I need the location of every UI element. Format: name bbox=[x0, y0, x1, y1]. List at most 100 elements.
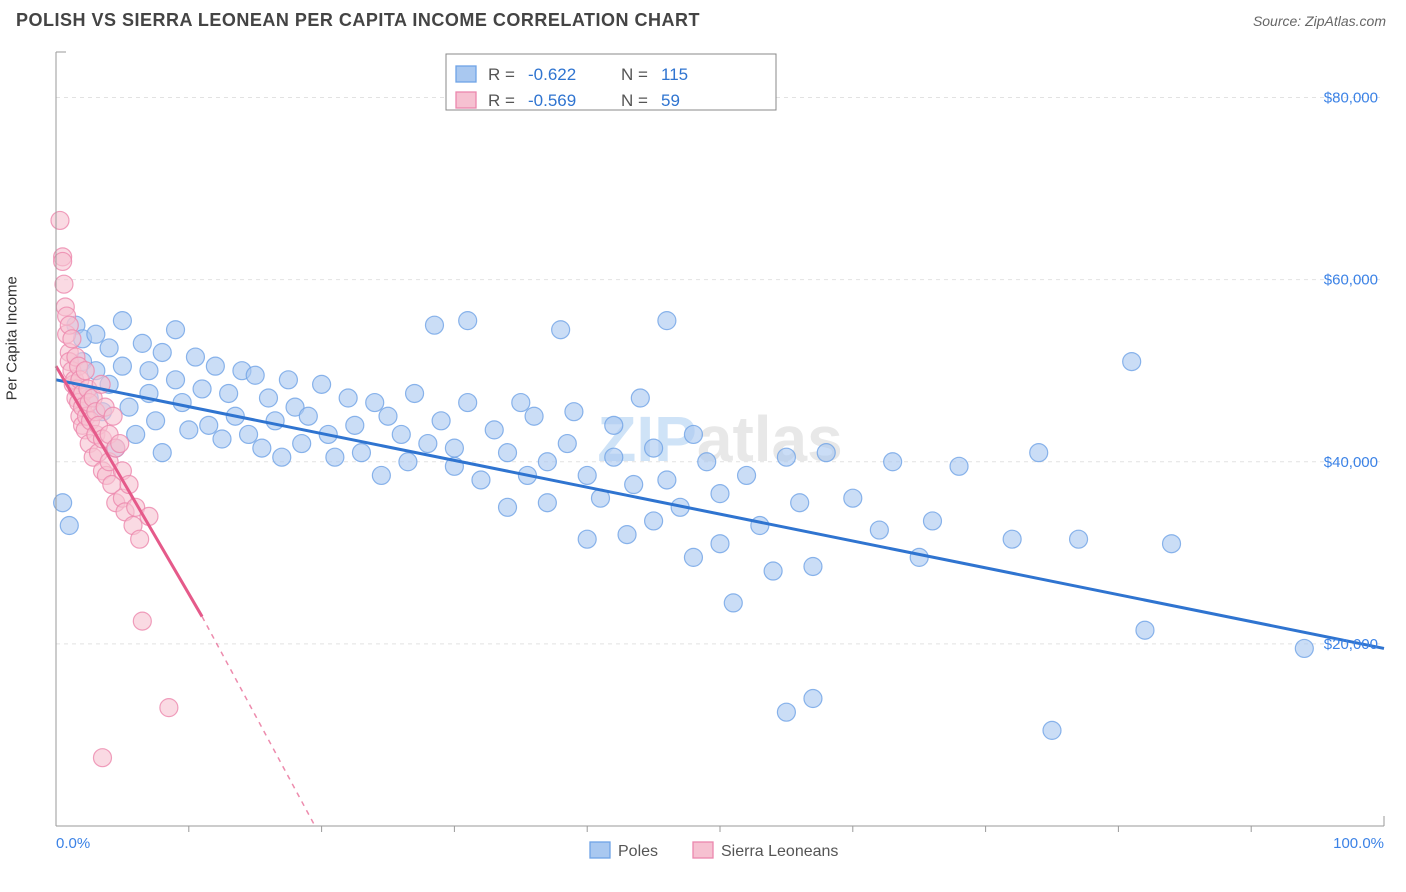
data-point bbox=[253, 439, 271, 457]
data-point bbox=[844, 489, 862, 507]
legend-n-label: N = bbox=[621, 65, 648, 84]
data-point bbox=[113, 312, 131, 330]
data-point bbox=[167, 321, 185, 339]
data-point bbox=[764, 562, 782, 580]
data-point bbox=[459, 394, 477, 412]
data-point bbox=[1123, 353, 1141, 371]
legend-swatch bbox=[456, 66, 476, 82]
y-tick-label: $80,000 bbox=[1324, 90, 1378, 107]
data-point bbox=[485, 421, 503, 439]
data-point bbox=[326, 448, 344, 466]
chart-container: Per Capita Income ZIPatlas$20,000$40,000… bbox=[16, 44, 1390, 864]
data-point bbox=[538, 453, 556, 471]
chart-title: POLISH VS SIERRA LEONEAN PER CAPITA INCO… bbox=[16, 10, 700, 31]
trend-line-extend-sierra-leoneans bbox=[202, 617, 315, 826]
data-point bbox=[100, 339, 118, 357]
data-point bbox=[578, 530, 596, 548]
data-point bbox=[631, 389, 649, 407]
data-point bbox=[618, 526, 636, 544]
data-point bbox=[605, 416, 623, 434]
data-point bbox=[299, 407, 317, 425]
data-point bbox=[266, 412, 284, 430]
data-point bbox=[379, 407, 397, 425]
data-point bbox=[923, 512, 941, 530]
data-point bbox=[392, 425, 410, 443]
data-point bbox=[1030, 444, 1048, 462]
data-point bbox=[406, 384, 424, 402]
data-point bbox=[684, 425, 702, 443]
data-point bbox=[777, 703, 795, 721]
watermark-text: ZIPatlas bbox=[597, 403, 842, 475]
data-point bbox=[200, 416, 218, 434]
y-axis-label: Per Capita Income bbox=[4, 276, 21, 400]
data-point bbox=[950, 457, 968, 475]
data-point bbox=[93, 749, 111, 767]
data-point bbox=[777, 448, 795, 466]
data-point bbox=[499, 498, 517, 516]
data-point bbox=[565, 403, 583, 421]
series-sierra-leoneans bbox=[51, 211, 178, 766]
data-point bbox=[512, 394, 530, 412]
legend-n-value: 115 bbox=[661, 65, 688, 84]
series-legend-label: Sierra Leoneans bbox=[721, 843, 838, 860]
series-legend-swatch bbox=[693, 842, 713, 858]
data-point bbox=[133, 612, 151, 630]
y-tick-label: $40,000 bbox=[1324, 454, 1378, 471]
series-poles bbox=[54, 312, 1314, 740]
x-tick-label: 100.0% bbox=[1333, 835, 1384, 852]
data-point bbox=[538, 494, 556, 512]
data-point bbox=[558, 435, 576, 453]
series-legend-swatch bbox=[590, 842, 610, 858]
data-point bbox=[339, 389, 357, 407]
data-point bbox=[711, 535, 729, 553]
data-point bbox=[63, 330, 81, 348]
data-point bbox=[724, 594, 742, 612]
data-point bbox=[293, 435, 311, 453]
data-point bbox=[499, 444, 517, 462]
data-point bbox=[791, 494, 809, 512]
data-point bbox=[425, 316, 443, 334]
data-point bbox=[313, 375, 331, 393]
legend-n-value: 59 bbox=[661, 91, 680, 110]
data-point bbox=[51, 211, 69, 229]
data-point bbox=[432, 412, 450, 430]
data-point bbox=[525, 407, 543, 425]
data-point bbox=[213, 430, 231, 448]
data-point bbox=[113, 357, 131, 375]
data-point bbox=[804, 690, 822, 708]
data-point bbox=[645, 439, 663, 457]
data-point bbox=[220, 384, 238, 402]
data-point bbox=[279, 371, 297, 389]
data-point bbox=[131, 530, 149, 548]
data-point bbox=[180, 421, 198, 439]
legend-r-value: -0.569 bbox=[528, 91, 576, 110]
data-point bbox=[910, 548, 928, 566]
data-point bbox=[419, 435, 437, 453]
data-point bbox=[120, 398, 138, 416]
data-point bbox=[133, 334, 151, 352]
data-point bbox=[738, 466, 756, 484]
y-tick-label: $60,000 bbox=[1324, 272, 1378, 289]
data-point bbox=[552, 321, 570, 339]
data-point bbox=[111, 435, 129, 453]
data-point bbox=[140, 362, 158, 380]
data-point bbox=[884, 453, 902, 471]
data-point bbox=[346, 416, 364, 434]
data-point bbox=[127, 425, 145, 443]
data-point bbox=[273, 448, 291, 466]
legend-n-label: N = bbox=[621, 91, 648, 110]
data-point bbox=[658, 312, 676, 330]
data-point bbox=[870, 521, 888, 539]
legend-r-value: -0.622 bbox=[528, 65, 576, 84]
data-point bbox=[147, 412, 165, 430]
data-point bbox=[399, 453, 417, 471]
data-point bbox=[1295, 639, 1313, 657]
data-point bbox=[445, 439, 463, 457]
data-point bbox=[684, 548, 702, 566]
data-point bbox=[366, 394, 384, 412]
y-tick-label: $20,000 bbox=[1324, 636, 1378, 653]
data-point bbox=[578, 466, 596, 484]
data-point bbox=[167, 371, 185, 389]
legend-swatch bbox=[456, 92, 476, 108]
data-point bbox=[104, 407, 122, 425]
